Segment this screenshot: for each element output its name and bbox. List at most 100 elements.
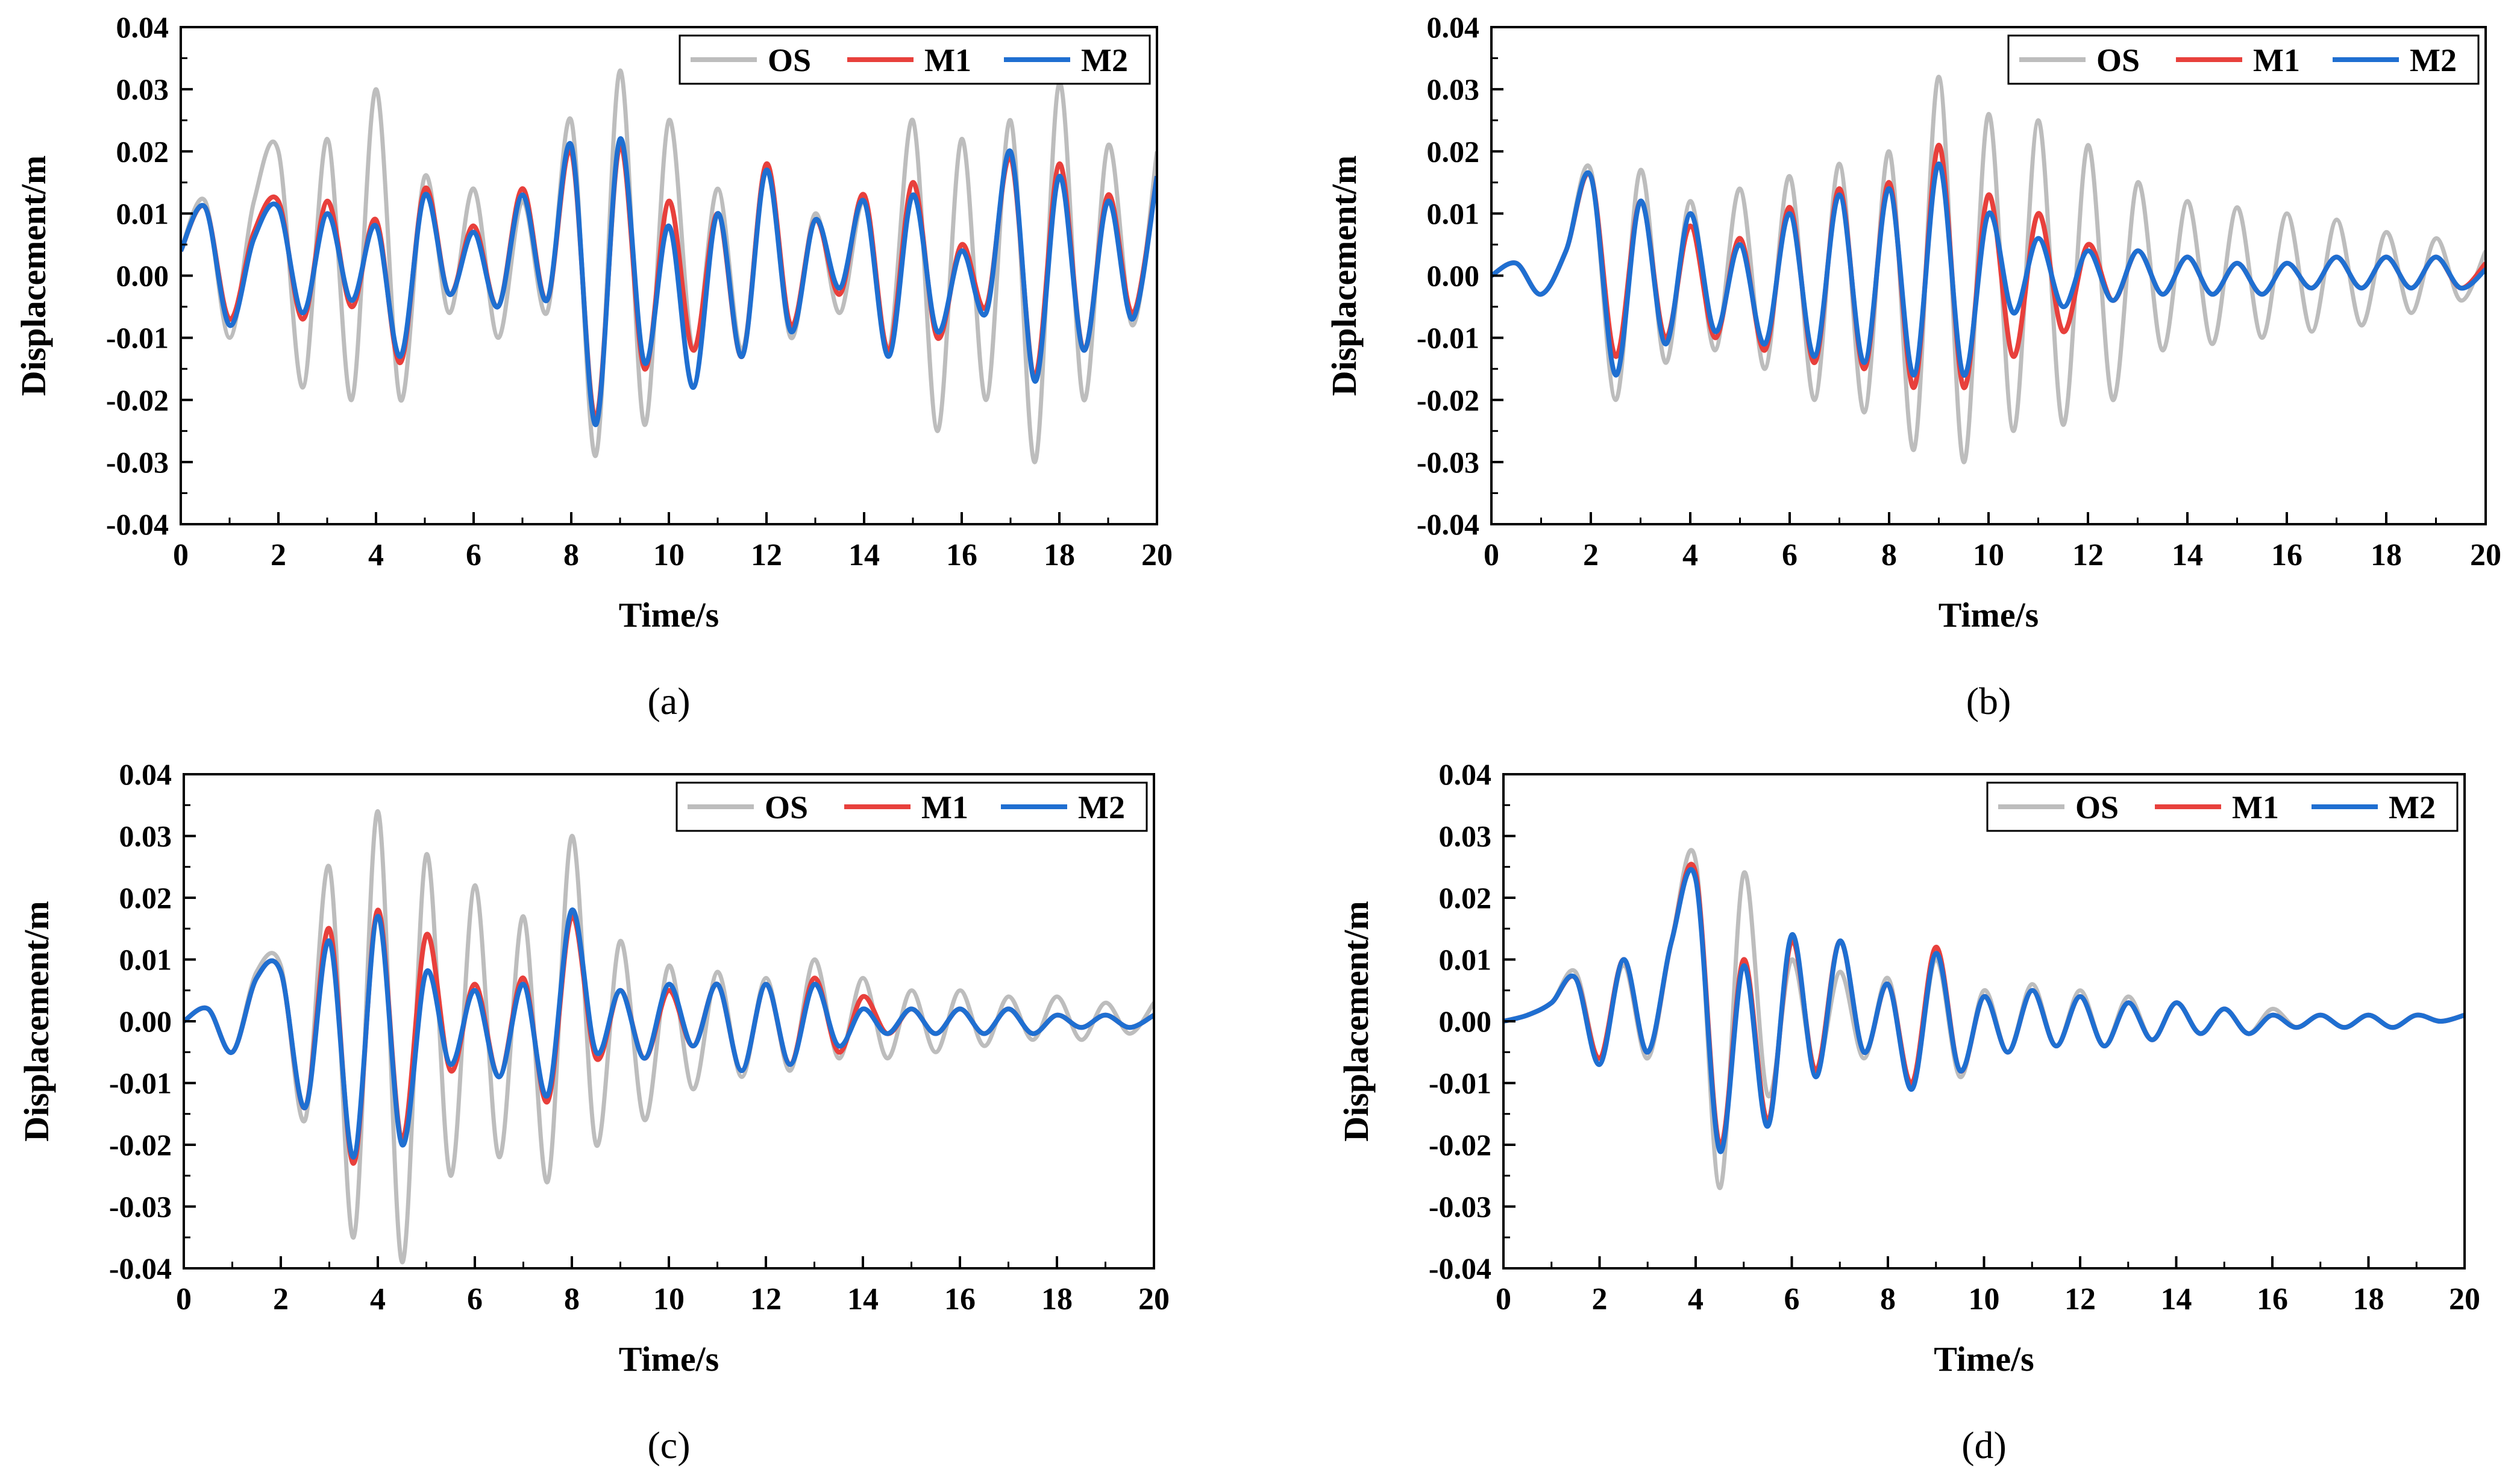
x-tick-label: 20 xyxy=(1141,538,1173,572)
y-tick-label: -0.01 xyxy=(1429,1066,1491,1100)
x-tick-label: 16 xyxy=(944,1282,976,1317)
legend: OS M1 M2 xyxy=(1986,781,2459,832)
panel-caption: (a) xyxy=(647,680,690,722)
x-tick-label: 6 xyxy=(1782,538,1798,572)
legend: OS M1 M2 xyxy=(2007,34,2480,85)
legend-label-os: OS xyxy=(768,42,811,78)
legend-label-os: OS xyxy=(2096,42,2140,78)
series-m2-line xyxy=(1491,161,2486,378)
series-m2-line xyxy=(1503,867,2465,1154)
legend: OS M1 M2 xyxy=(679,34,1151,85)
y-tick-label: -0.01 xyxy=(109,1066,172,1100)
y-tick-label: 0.00 xyxy=(116,259,169,293)
y-tick-label: 0.01 xyxy=(1427,196,1480,230)
x-axis-label: Time/s xyxy=(619,1339,719,1379)
y-tick-label: -0.03 xyxy=(1417,445,1479,479)
x-tick-label: 10 xyxy=(1973,538,2004,572)
x-tick-label: 16 xyxy=(2271,538,2302,572)
y-tick-label: 0.00 xyxy=(119,1004,172,1038)
y-tick-label: 0.01 xyxy=(1439,943,1492,977)
x-tick-label: 2 xyxy=(1592,1282,1608,1317)
plot-frame xyxy=(1490,26,2487,525)
x-tick-label: 0 xyxy=(176,1282,192,1317)
legend-label-m1: M1 xyxy=(2253,42,2300,78)
series-os-line xyxy=(181,68,1157,465)
y-tick-label: -0.02 xyxy=(1417,383,1479,417)
series-group xyxy=(1491,74,2486,465)
plot-frame xyxy=(180,26,1158,525)
legend: OS M1 M2 xyxy=(675,781,1148,832)
y-tick-label: 0.01 xyxy=(119,943,172,977)
panel-caption: (c) xyxy=(647,1424,690,1467)
x-tick-label: 2 xyxy=(271,538,286,572)
series-m2-line xyxy=(184,907,1154,1160)
legend-box xyxy=(2007,34,2480,85)
y-tick-label: 0.02 xyxy=(116,134,169,168)
legend-box xyxy=(675,781,1148,832)
x-tick-label: 8 xyxy=(1881,538,1897,572)
y-tick-label: 0.01 xyxy=(116,196,169,230)
panel-b: 0 2 4 6 8 10 12 14 16 18 20 -0.04 -0.03 -0.02 -0.01 0.0… xyxy=(1324,10,2501,722)
x-tick-label: 4 xyxy=(368,538,384,572)
x-tick-label: 20 xyxy=(1138,1282,1170,1317)
series-group xyxy=(1503,848,2465,1191)
y-tick-label: -0.02 xyxy=(1429,1128,1491,1162)
y-tick-label: 0.04 xyxy=(1439,757,1492,791)
series-m1-line xyxy=(1503,862,2465,1148)
panel-caption: (b) xyxy=(1966,680,2011,722)
x-tick-label: 4 xyxy=(1682,538,1698,572)
series-m1-line xyxy=(1491,142,2486,390)
y-tick-label: -0.03 xyxy=(109,1190,172,1224)
x-tick-label: 14 xyxy=(848,538,880,572)
x-tick-label: 12 xyxy=(751,538,782,572)
x-tick-label: 16 xyxy=(946,538,977,572)
x-tick-label: 20 xyxy=(2470,538,2501,572)
y-axis-label: Displacement/m xyxy=(17,901,56,1142)
y-axis-label: Displacement/m xyxy=(1337,901,1376,1142)
legend-label-m2: M2 xyxy=(2389,789,2436,825)
series-os-line xyxy=(1503,848,2465,1191)
y-tick-label: -0.03 xyxy=(1429,1190,1491,1224)
y-tick-label: 0.03 xyxy=(1439,819,1492,853)
legend-label-m2: M2 xyxy=(2410,42,2457,78)
x-tick-label: 4 xyxy=(1688,1282,1704,1317)
x-tick-label: 0 xyxy=(1484,538,1499,572)
x-axis-label: Time/s xyxy=(619,595,719,634)
x-tick-label: 18 xyxy=(1041,1282,1073,1317)
x-tick-label: 6 xyxy=(466,538,481,572)
legend-label-m1: M1 xyxy=(921,789,968,825)
series-group xyxy=(181,68,1157,465)
y-tick-label: -0.04 xyxy=(1429,1251,1491,1285)
x-tick-label: 6 xyxy=(467,1282,483,1317)
x-tick-label: 10 xyxy=(653,1282,685,1317)
x-tick-label: 16 xyxy=(2257,1282,2288,1317)
legend-label-m2: M2 xyxy=(1081,42,1128,78)
x-tick-label: 2 xyxy=(1583,538,1599,572)
legend-box xyxy=(679,34,1151,85)
x-tick-label: 0 xyxy=(1496,1282,1511,1317)
y-tick-label: 0.04 xyxy=(116,10,169,44)
x-tick-label: 0 xyxy=(173,538,189,572)
legend-label-m1: M1 xyxy=(2232,789,2279,825)
y-tick-label: -0.01 xyxy=(1417,321,1479,355)
y-tick-label: 0.04 xyxy=(1427,10,1480,44)
y-tick-label: -0.02 xyxy=(106,383,169,417)
panel-caption: (d) xyxy=(1961,1424,2007,1467)
x-tick-label: 8 xyxy=(564,1282,580,1317)
y-tick-label: -0.03 xyxy=(106,445,169,479)
x-axis-label: Time/s xyxy=(1934,1339,2034,1379)
y-tick-label: -0.04 xyxy=(106,507,169,541)
y-tick-label: -0.04 xyxy=(1417,507,1479,541)
y-tick-label: -0.01 xyxy=(106,321,169,355)
x-tick-label: 14 xyxy=(2161,1282,2192,1317)
x-tick-label: 14 xyxy=(2172,538,2203,572)
y-tick-label: 0.03 xyxy=(116,72,169,106)
legend-label-m1: M1 xyxy=(924,42,971,78)
x-tick-label: 18 xyxy=(1044,538,1075,572)
y-tick-label: 0.03 xyxy=(1427,72,1480,106)
y-tick-label: -0.04 xyxy=(109,1251,172,1285)
x-tick-label: 18 xyxy=(2353,1282,2384,1317)
x-tick-label: 8 xyxy=(563,538,579,572)
y-tick-label: 0.02 xyxy=(1427,134,1480,168)
